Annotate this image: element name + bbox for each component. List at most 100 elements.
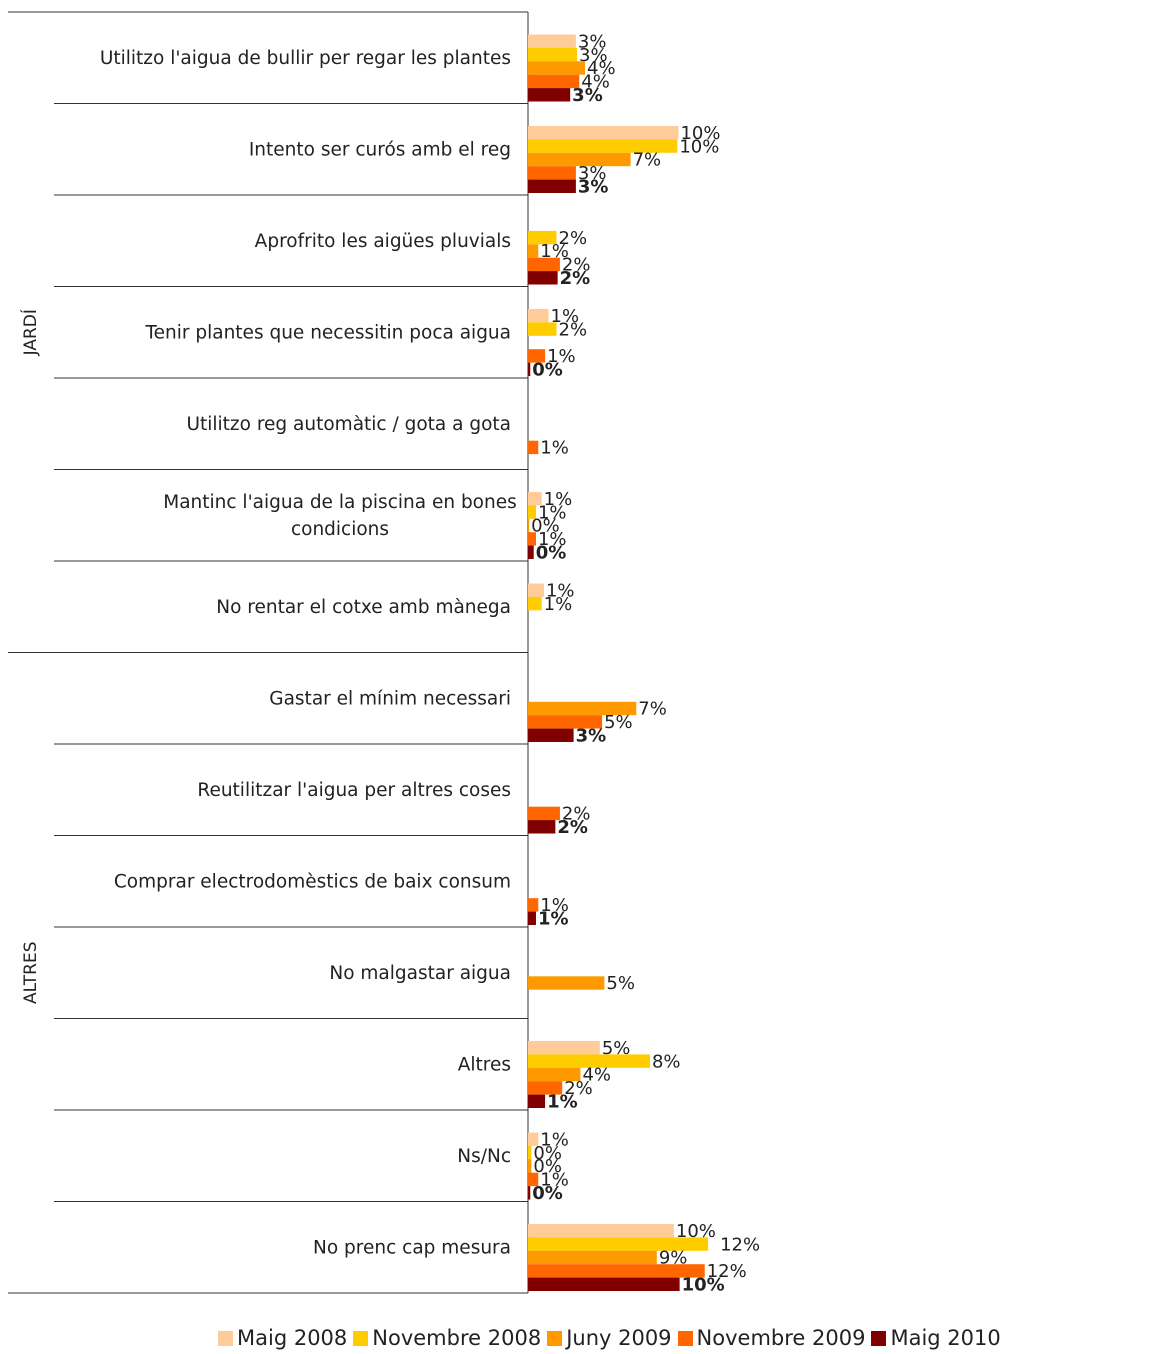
category-label: Utilitzo l'aigua de bullir per regar les… xyxy=(100,48,511,69)
data-label: 2% xyxy=(560,268,591,289)
category-label: No rentar el cotxe amb mànega xyxy=(216,597,511,618)
bar-novembre-2009 xyxy=(528,1172,539,1187)
category-label: Tenir plantes que necessitin poca aigua xyxy=(144,322,511,343)
data-label: 1% xyxy=(547,1092,578,1113)
bar-maig-2008 xyxy=(528,1132,539,1146)
bar-novembre-2009 xyxy=(528,1081,563,1095)
bar-novembre-2008 xyxy=(528,139,678,153)
data-label: 1% xyxy=(546,580,575,601)
bar-novembre-2008 xyxy=(528,322,557,336)
category-label: Altres xyxy=(458,1054,511,1075)
bar-maig-2008 xyxy=(528,583,544,597)
bar-maig-2010 xyxy=(528,545,534,559)
category-label: Intento ser curós amb el reg xyxy=(249,139,511,160)
bar-maig-2008 xyxy=(528,1224,674,1238)
legend-item-juny-2009: Juny 2009 xyxy=(547,1326,672,1350)
data-label: 12% xyxy=(707,1261,747,1282)
group-label-jardi: JARDÍ xyxy=(19,309,41,356)
category-label: No prenc cap mesura xyxy=(313,1237,511,1258)
legend-label: Maig 2010 xyxy=(890,1326,1001,1350)
bar-maig-2008 xyxy=(528,309,549,323)
legend-swatch xyxy=(353,1330,369,1346)
data-label: 0% xyxy=(532,360,563,381)
bar-novembre-2008 xyxy=(528,1054,650,1068)
data-label: 3% xyxy=(572,85,603,106)
data-label: 1% xyxy=(538,909,569,930)
bar-maig-2010 xyxy=(528,728,574,742)
data-label: 10% xyxy=(680,123,720,144)
data-label: 3% xyxy=(576,726,607,747)
category-label: Comprar electrodomèstics de baix consum xyxy=(114,871,511,892)
data-label: 10% xyxy=(676,1221,716,1242)
bar-maig-2010 xyxy=(528,362,531,376)
data-label: 1% xyxy=(551,306,580,327)
data-label: 0% xyxy=(533,1143,562,1164)
bar-juny-2009 xyxy=(528,244,539,258)
bar-novembre-2009 xyxy=(528,715,603,729)
bar-maig-2010 xyxy=(528,179,576,193)
legend-label: Novembre 2008 xyxy=(372,1326,542,1350)
bar-novembre-2009 xyxy=(528,532,536,546)
group-label-altres: ALTRES xyxy=(21,942,41,1005)
data-label: 2% xyxy=(562,255,591,276)
bar-maig-2008 xyxy=(528,126,679,140)
data-label: 5% xyxy=(604,712,633,733)
bar-maig-2008 xyxy=(528,492,542,506)
category-label: No malgastar aigua xyxy=(329,963,511,984)
bar-juny-2009 xyxy=(528,152,631,167)
bar-maig-2008 xyxy=(528,34,576,48)
bar-maig-2010 xyxy=(528,271,558,285)
bar-novembre-2009 xyxy=(528,898,539,912)
data-label: 10% xyxy=(679,136,719,157)
category-label: Gastar el mínim necessari xyxy=(269,688,511,709)
data-label: 3% xyxy=(578,163,607,184)
bar-novembre-2009 xyxy=(528,74,580,89)
data-label: 1% xyxy=(544,594,573,615)
bar-novembre-2008 xyxy=(528,1237,709,1251)
bar-maig-2010 xyxy=(528,88,571,102)
data-label: 2% xyxy=(557,817,588,838)
legend-item-maig-2008: Maig 2008 xyxy=(218,1326,347,1350)
data-label: 2% xyxy=(562,804,591,825)
bar-novembre-2008 xyxy=(528,1145,532,1160)
category-label: Utilitzo reg automàtic / gota a gota xyxy=(186,414,511,435)
bar-maig-2010 xyxy=(528,911,536,925)
legend-label: Novembre 2009 xyxy=(696,1326,866,1350)
legend-swatch xyxy=(677,1330,693,1346)
category-label: condicions xyxy=(291,519,389,540)
bar-juny-2009 xyxy=(528,518,530,533)
data-label: 4% xyxy=(581,72,610,93)
category-label: Reutilitzar l'aigua per altres coses xyxy=(197,780,511,801)
data-label: 2% xyxy=(559,319,588,340)
data-label: 1% xyxy=(540,241,569,262)
data-label: 1% xyxy=(547,346,576,367)
data-label: 5% xyxy=(606,973,635,994)
bar-novembre-2009 xyxy=(528,806,560,821)
bar-maig-2010 xyxy=(528,1277,680,1291)
legend-swatch xyxy=(218,1330,233,1346)
data-label: 3% xyxy=(578,177,609,198)
category-label: Aprofrito les aigües pluvials xyxy=(255,231,511,252)
bar-maig-2010 xyxy=(528,1186,531,1200)
data-label: 4% xyxy=(582,1065,611,1086)
legend-item-maig-2010: Maig 2010 xyxy=(871,1326,1001,1350)
bar-juny-2009 xyxy=(528,701,637,716)
legend-label: Maig 2008 xyxy=(237,1326,348,1350)
data-label: 1% xyxy=(540,1170,569,1191)
bar-maig-2010 xyxy=(528,820,556,834)
bar-novembre-2008 xyxy=(528,596,542,611)
legend-label: Juny 2009 xyxy=(566,1326,672,1350)
bar-novembre-2009 xyxy=(528,166,576,180)
data-label: 1% xyxy=(538,502,567,523)
bar-juny-2009 xyxy=(528,1250,657,1265)
bar-novembre-2009 xyxy=(528,440,539,455)
data-label: 5% xyxy=(602,1038,631,1059)
data-label: 7% xyxy=(638,699,667,720)
bar-juny-2009 xyxy=(528,976,605,990)
bar-novembre-2009 xyxy=(528,1264,705,1278)
data-label: 2% xyxy=(559,228,588,249)
data-label: 3% xyxy=(579,45,608,66)
legend-swatch xyxy=(547,1330,563,1346)
data-label: 0% xyxy=(531,516,560,537)
legend-item-novembre-2009: Novembre 2009 xyxy=(677,1326,866,1350)
